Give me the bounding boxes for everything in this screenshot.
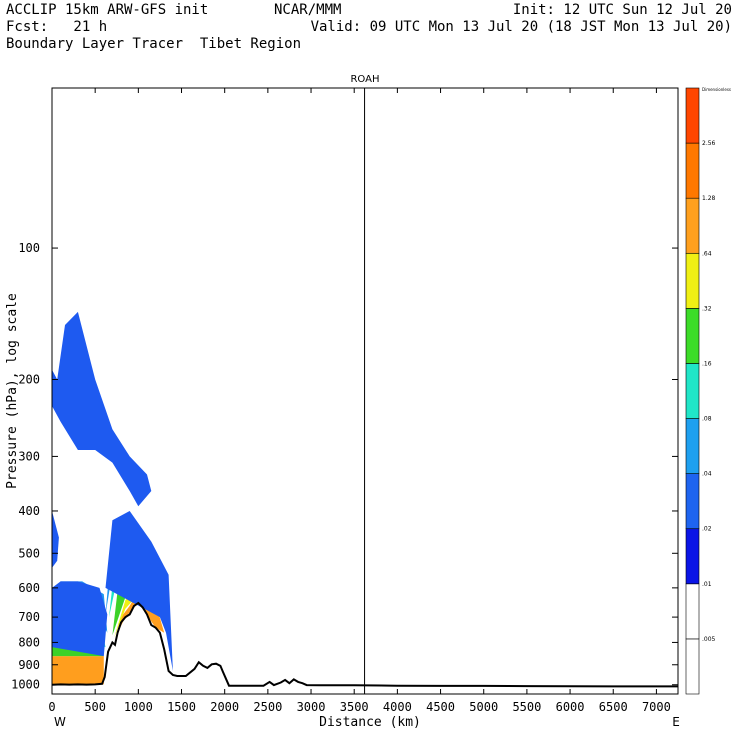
colorbar-label: .32 bbox=[702, 305, 712, 312]
x-axis-right-end-label: E bbox=[672, 715, 680, 729]
terrain-line bbox=[51, 601, 678, 688]
y-tick-label: 200 bbox=[18, 373, 40, 387]
header-line2-right: Valid: 09 UTC Mon 13 Jul 20 (18 JST Mon … bbox=[310, 19, 732, 35]
colorbar-label: .02 bbox=[702, 526, 712, 533]
tracer-region-10 bbox=[52, 311, 152, 507]
colorbar-swatch bbox=[685, 142, 700, 199]
colorbar-swatch bbox=[685, 308, 700, 364]
tracer-region-11 bbox=[52, 511, 59, 568]
colorbar-swatch bbox=[685, 87, 700, 144]
colorbar-label: .16 bbox=[702, 360, 712, 367]
y-tick-label: 100 bbox=[18, 241, 40, 255]
header-line1-mid: NCAR/MMM bbox=[274, 2, 342, 18]
y-tick-label: 500 bbox=[18, 546, 40, 560]
x-tick-label: 3500 bbox=[340, 700, 369, 714]
x-axis-label: Distance (km) bbox=[319, 715, 421, 730]
x-tick-label: 1000 bbox=[124, 700, 153, 714]
x-tick-label: 3000 bbox=[297, 700, 326, 714]
y-tick-label: 300 bbox=[18, 449, 40, 463]
colorbar-swatch bbox=[685, 363, 700, 419]
x-tick-label: 5000 bbox=[469, 700, 498, 714]
colorbar-title: Dimensionless bbox=[702, 87, 731, 92]
y-tick-label: 800 bbox=[18, 635, 40, 649]
y-axis-label: Pressure (hPa), log scale bbox=[5, 293, 20, 489]
colorbar-label: .005 bbox=[702, 636, 716, 643]
header-line1-left: ACCLIP 15km ARW-GFS init bbox=[6, 2, 209, 18]
x-axis-left-end-label: W bbox=[54, 715, 66, 729]
x-tick-label: 7000 bbox=[642, 700, 671, 714]
colorbar: .005 .01 .02 .04 .08 .16 .32 .64 1.28 2.56 Dimensi… bbox=[685, 87, 731, 695]
colorbar-label: .64 bbox=[702, 250, 712, 257]
header-line2-left: Fcst: 21 h bbox=[6, 19, 108, 35]
x-tick-label: 1500 bbox=[167, 700, 196, 714]
y-tick-label: 900 bbox=[18, 658, 40, 672]
y-tick-label: 400 bbox=[18, 504, 40, 518]
colorbar-swatch bbox=[685, 418, 700, 474]
y-axis-ticks: 100 200 300 400 500 600 700 800 900 1000 bbox=[11, 241, 678, 692]
colorbar-swatch bbox=[685, 473, 700, 530]
colorbar-swatch bbox=[685, 638, 700, 695]
chart-title: ROAH bbox=[350, 74, 379, 85]
x-tick-label: 0 bbox=[48, 700, 55, 714]
x-tick-label: 5500 bbox=[512, 700, 541, 714]
plot-frame bbox=[51, 87, 679, 695]
x-tick-label: 6500 bbox=[599, 700, 628, 714]
colorbar-label: 2.56 bbox=[702, 140, 716, 147]
y-tick-label: 600 bbox=[18, 581, 40, 595]
colorbar-label: .08 bbox=[702, 416, 712, 423]
colorbar-swatch bbox=[685, 583, 700, 640]
colorbar-swatch bbox=[685, 197, 700, 254]
colorbar-swatch bbox=[685, 252, 700, 309]
header-line1-right: Init: 12 UTC Sun 12 Jul 20 bbox=[512, 2, 732, 18]
y-tick-label: 1000 bbox=[11, 678, 40, 692]
tracer-region-0 bbox=[52, 656, 104, 685]
x-tick-label: 4500 bbox=[426, 700, 455, 714]
x-tick-label: 6000 bbox=[556, 700, 585, 714]
terrain-profile bbox=[51, 601, 678, 688]
x-axis-ticks: 0 500 1000 1500 2000 2500 3000 3500 4000 4500 5000… bbox=[48, 88, 671, 714]
header-line3-left: Boundary Layer Tracer Tibet Region bbox=[6, 36, 302, 52]
x-tick-label: 500 bbox=[84, 700, 106, 714]
tracer-regions bbox=[52, 311, 173, 685]
colorbar-label: .01 bbox=[702, 581, 712, 588]
colorbar-label: 1.28 bbox=[702, 195, 716, 202]
colorbar-swatch bbox=[685, 528, 700, 585]
x-tick-label: 2000 bbox=[210, 700, 239, 714]
colorbar-label: .04 bbox=[702, 471, 712, 478]
y-tick-label: 700 bbox=[18, 610, 40, 624]
tracer-region-13 bbox=[52, 581, 108, 657]
tracer-region-12 bbox=[105, 511, 173, 671]
x-tick-label: 2500 bbox=[253, 700, 282, 714]
x-tick-label: 4000 bbox=[383, 700, 412, 714]
